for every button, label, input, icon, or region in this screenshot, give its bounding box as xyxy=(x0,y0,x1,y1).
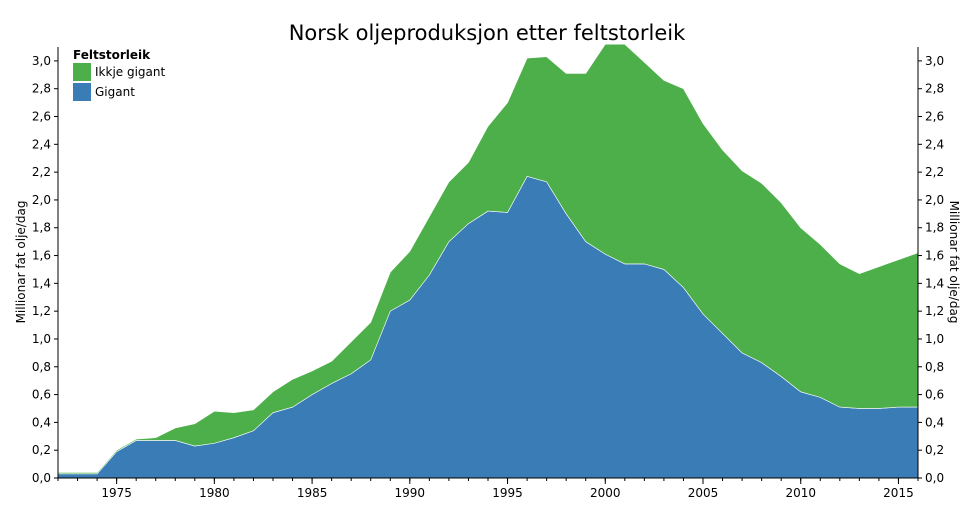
y-tick-label-left: 1,6 xyxy=(32,249,51,263)
x-tick-label: 1990 xyxy=(395,486,426,500)
y-tick-label-left: 3,0 xyxy=(32,54,51,68)
y-tick-label-right: 2,2 xyxy=(925,165,944,179)
legend-label-gigant: Gigant xyxy=(95,85,135,99)
y-tick-label-left: 1,0 xyxy=(32,332,51,346)
x-tick-label: 1980 xyxy=(199,486,230,500)
legend-title: Feltstorleik xyxy=(73,48,151,62)
y-tick-label-left: 0,2 xyxy=(32,443,51,457)
axis-layer: 0,0 0,0 0,2 0,2 0,4 0,4 0,6 0,6 0,8 0,8 1,0 1,0 1,2 1… xyxy=(32,47,944,500)
legend-swatch-ikkje-gigant xyxy=(73,63,91,81)
y-tick-label-left: 0,6 xyxy=(32,388,51,402)
x-tick-label: 1975 xyxy=(101,486,132,500)
y-tick-label-right: 2,6 xyxy=(925,110,944,124)
y-tick-label-right: 1,6 xyxy=(925,249,944,263)
y-tick-label-left: 0,8 xyxy=(32,360,51,374)
y-tick-label-left: 0,0 xyxy=(32,471,51,485)
x-tick-label: 2000 xyxy=(590,486,621,500)
y-tick-label-left: 1,4 xyxy=(32,276,51,290)
legend-label-ikkje-gigant: Ikkje gigant xyxy=(95,65,165,79)
y-tick-label-right: 1,4 xyxy=(925,276,944,290)
y-tick-label-left: 2,8 xyxy=(32,82,51,96)
y-tick-label-right: 0,2 xyxy=(925,443,944,457)
y-axis-title-right: Millionar fat olje/dag xyxy=(947,201,961,324)
y-tick-label-right: 1,0 xyxy=(925,332,944,346)
y-tick-label-left: 1,2 xyxy=(32,304,51,318)
y-tick-label-left: 1,8 xyxy=(32,221,51,235)
x-tick-label: 1985 xyxy=(297,486,328,500)
y-tick-label-right: 0,8 xyxy=(925,360,944,374)
legend-swatch-gigant xyxy=(73,83,91,101)
y-tick-label-right: 3,0 xyxy=(925,54,944,68)
y-axis-title-left: Millionar fat olje/dag xyxy=(14,201,28,324)
y-tick-label-right: 0,0 xyxy=(925,471,944,485)
y-tick-label-left: 2,4 xyxy=(32,137,51,151)
x-tick-label: 1995 xyxy=(492,486,523,500)
chart-title: Norsk oljeproduksjon etter feltstorleik xyxy=(289,21,686,45)
y-tick-label-right: 2,4 xyxy=(925,137,944,151)
y-tick-label-right: 0,6 xyxy=(925,388,944,402)
legend: Feltstorleik Ikkje gigant Gigant xyxy=(73,48,165,101)
y-tick-label-right: 0,4 xyxy=(925,415,944,429)
y-tick-label-right: 1,2 xyxy=(925,304,944,318)
y-tick-label-left: 0,4 xyxy=(32,415,51,429)
y-tick-label-left: 2,2 xyxy=(32,165,51,179)
y-tick-label-right: 2,0 xyxy=(925,193,944,207)
y-tick-label-left: 2,0 xyxy=(32,193,51,207)
x-tick-label: 2010 xyxy=(785,486,816,500)
x-tick-label: 2005 xyxy=(688,486,719,500)
x-tick-label: 2015 xyxy=(883,486,914,500)
y-tick-label-right: 2,8 xyxy=(925,82,944,96)
y-tick-label-left: 2,6 xyxy=(32,110,51,124)
area-layer xyxy=(57,43,919,479)
y-tick-label-right: 1,8 xyxy=(925,221,944,235)
